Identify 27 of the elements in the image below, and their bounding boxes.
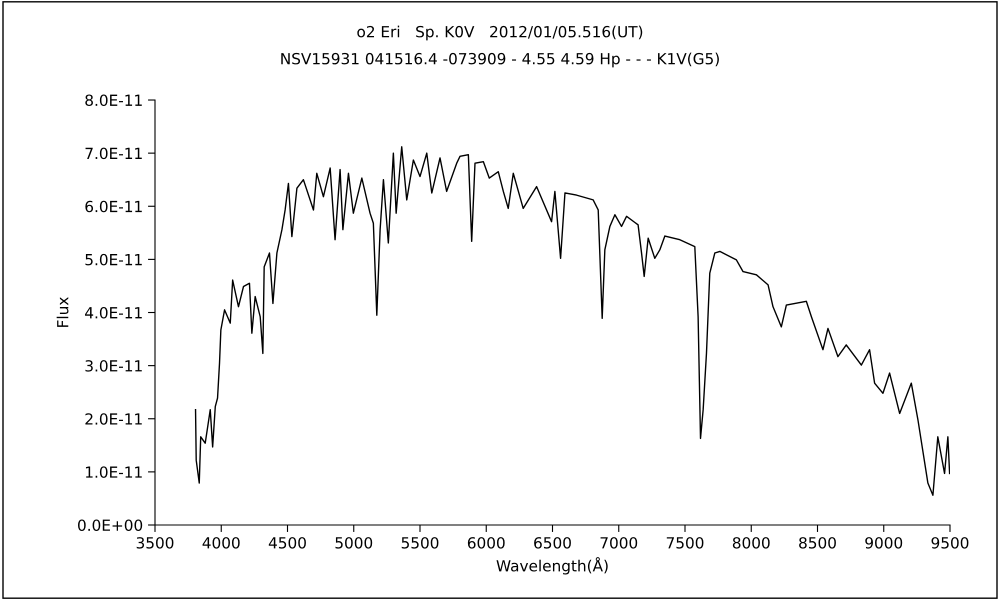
x-tick-label: 9500 bbox=[932, 537, 968, 549]
x-tick-label: 7000 bbox=[600, 537, 638, 549]
line-series bbox=[194, 146, 950, 496]
x-tick-label: 9000 bbox=[865, 537, 902, 549]
x-tick-label: 5000 bbox=[335, 537, 372, 549]
x-tick-label: 5500 bbox=[402, 537, 438, 549]
y-tick-label: 0.0E+00 bbox=[78, 519, 142, 532]
x-tick-label: 7500 bbox=[666, 537, 704, 549]
x-tick-label: 6500 bbox=[534, 537, 571, 549]
y-tick-label: 1.0E-11 bbox=[86, 466, 142, 478]
x-tick-label: 8000 bbox=[732, 537, 770, 549]
y-tick-label: 2.0E-11 bbox=[85, 413, 142, 425]
x-tick-label: 8500 bbox=[799, 537, 836, 549]
x-axis-title: Wavelength(Å) bbox=[496, 557, 608, 575]
x-tick-label: 6000 bbox=[468, 537, 505, 549]
y-tick-label: 4.0E-11 bbox=[85, 306, 142, 319]
y-axis-title: Flux bbox=[56, 297, 68, 327]
chart-title: ο2 Eri Sp. K0V 2012/01/05.516(UT) bbox=[357, 26, 642, 40]
y-tick-label: 7.0E-11 bbox=[86, 148, 142, 160]
chart-subtitle: NSV15931 041516.4 -073909 - 4.55 4.59 Hp - - - K1V(G5) bbox=[281, 52, 719, 68]
x-tick-label: 4000 bbox=[202, 537, 240, 549]
y-tick-label: 8.0E-11 bbox=[85, 94, 142, 106]
y-tick-label: 6.0E-11 bbox=[85, 200, 142, 212]
y-tick-label: 3.0E-11 bbox=[85, 360, 142, 372]
x-tick-label: 4500 bbox=[268, 537, 306, 549]
y-tick-label: 5.0E-11 bbox=[85, 254, 142, 266]
x-tick-label: 3500 bbox=[136, 537, 174, 549]
